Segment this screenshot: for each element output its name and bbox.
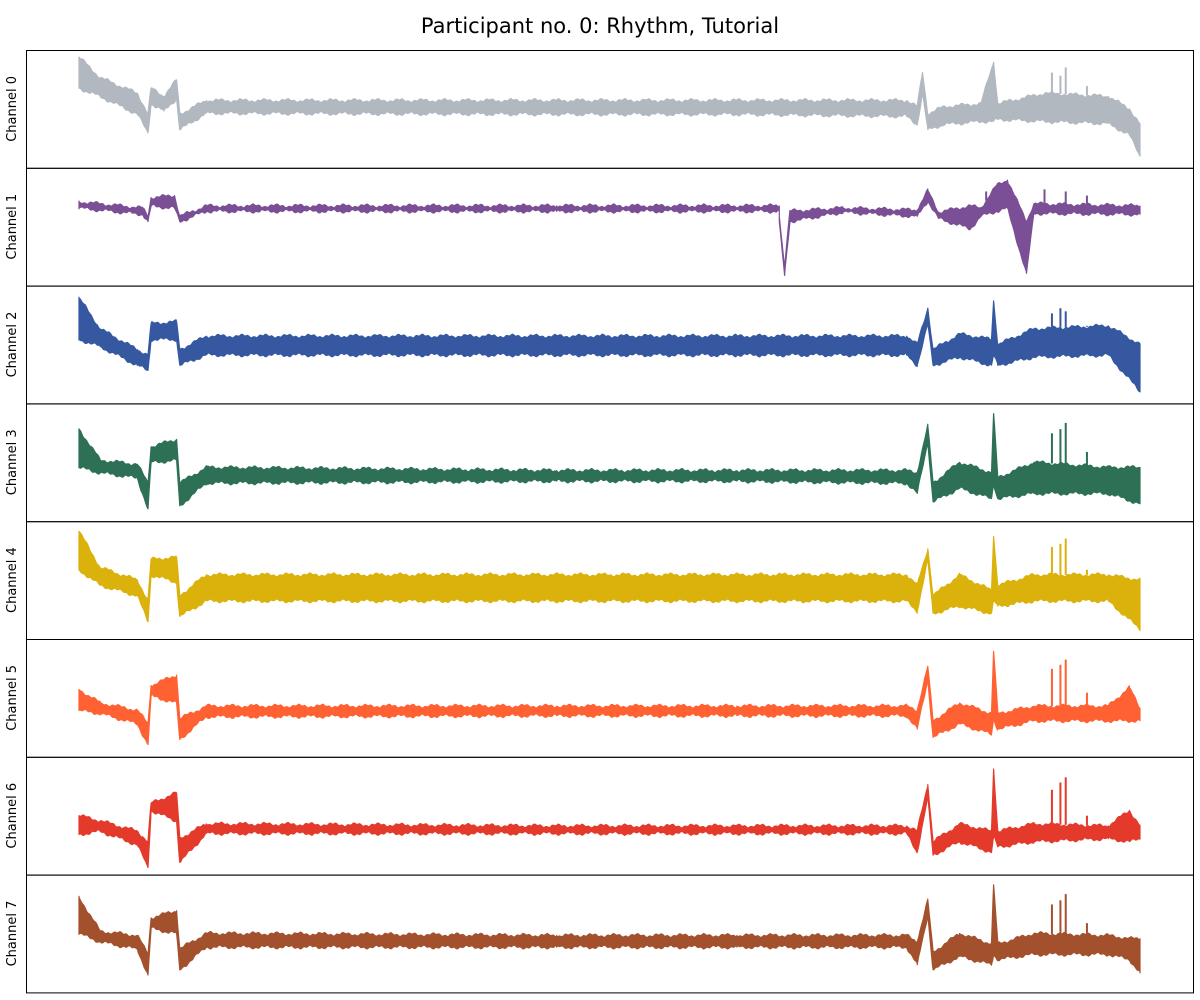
- channel-7-ylabel: Channel 7: [5, 901, 20, 967]
- channel-7-axes-frame: [26, 874, 1194, 994]
- channel-4-signal: [78, 530, 1141, 632]
- channel-panel-2: Channel 2: [5, 285, 1194, 405]
- channel-1-signal: [78, 179, 1141, 276]
- chart-title: Participant no. 0: Rhythm, Tutorial: [420, 14, 780, 38]
- channel-panel-7: Channel 7: [5, 874, 1194, 994]
- channel-0-ylabel: Channel 0: [5, 76, 20, 142]
- channel-5-axes-frame: [26, 639, 1194, 758]
- channel-0-signal: [78, 56, 1141, 157]
- channel-3-axes-frame: [26, 403, 1194, 523]
- channel-panel-0: Channel 0: [5, 50, 1194, 169]
- channel-panel-1: Channel 1: [5, 167, 1194, 287]
- channel-4-ylabel: Channel 4: [5, 547, 20, 613]
- channel-6-signal: [78, 768, 1141, 869]
- channel-6-ylabel: Channel 6: [5, 783, 20, 849]
- channel-5-signal: [78, 650, 1141, 746]
- channel-panel-4: Channel 4: [5, 521, 1194, 641]
- channel-1-ylabel: Channel 1: [5, 194, 20, 260]
- channel-panel-3: Channel 3: [5, 403, 1194, 523]
- channel-2-ylabel: Channel 2: [5, 312, 20, 378]
- channel-2-signal: [78, 296, 1141, 393]
- channel-panel-6: Channel 6: [5, 756, 1194, 876]
- channel-5-ylabel: Channel 5: [5, 665, 20, 731]
- channel-3-ylabel: Channel 3: [5, 429, 20, 495]
- channel-3-signal: [78, 413, 1141, 510]
- channel-7-signal: [78, 884, 1141, 976]
- channel-panel-5: Channel 5: [5, 639, 1194, 758]
- channel-6-axes-frame: [26, 756, 1194, 876]
